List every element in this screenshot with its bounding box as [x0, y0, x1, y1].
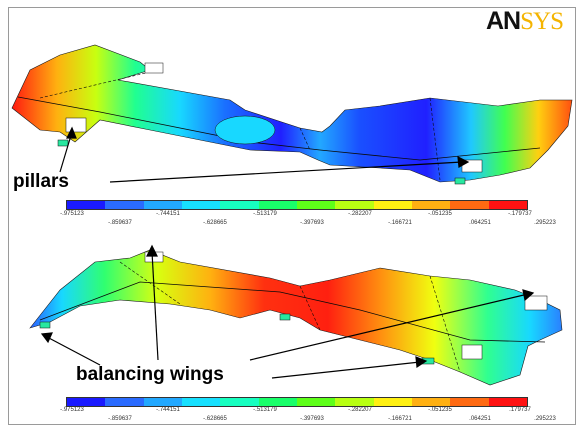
bottom-deformed-plate	[29, 249, 563, 386]
cbarTop-swatch-7	[296, 201, 336, 209]
cbarBot-swatch-9	[373, 398, 412, 406]
top-tick-upper-2: -.744151	[156, 211, 180, 217]
pillars-arrow-right	[109, 161, 463, 183]
cbarTop-swatch-2	[105, 201, 144, 209]
top-colorbar	[66, 200, 528, 210]
top-tick-lower-5: .064251	[469, 220, 491, 226]
pillars-arrowhead-left	[66, 126, 77, 139]
bottom-wing-cutout-right	[524, 295, 548, 311]
bottom-tick-upper-1: -.975123	[60, 407, 84, 413]
top-tick-lower-3: -.397693	[300, 220, 324, 226]
pillars-arrowhead-right	[457, 155, 470, 168]
bottom-tick-lower-6: .295223	[534, 416, 556, 422]
cbarTop-swatch-5	[220, 201, 259, 209]
cbarBot-swatch-7	[296, 398, 336, 406]
cbarBot-swatch-6	[258, 398, 297, 406]
cbarTop-swatch-10	[411, 201, 451, 209]
figure-frame	[8, 7, 576, 425]
cbarBot-swatch-4	[181, 398, 221, 406]
top-tick-upper-4: -.282207	[348, 211, 372, 217]
top-tick-upper-6: -.179737	[508, 211, 532, 217]
cbarBot-swatch-1	[67, 398, 106, 406]
cbarTop-swatch-9	[373, 201, 412, 209]
top-deformed-plate	[11, 44, 573, 185]
wings-arrow-left	[46, 336, 101, 366]
cbarBot-swatch-10	[411, 398, 451, 406]
top-tick-lower-6: .295223	[534, 220, 556, 226]
bottom-colorbar-ticks-lower: -.859637 -.628665 -.397693 -.166721 .064…	[0, 416, 580, 426]
cbarTop-swatch-1	[67, 201, 106, 209]
cbarTop-swatch-6	[258, 201, 297, 209]
top-center-bridge	[214, 115, 276, 145]
bottom-tick-lower-4: -.166721	[388, 416, 412, 422]
bottom-tick-upper-2: -.744151	[156, 407, 180, 413]
bottom-tick-upper-4: -.282207	[348, 407, 372, 413]
top-tick-upper-5: -.051235	[428, 211, 452, 217]
annotation-arrows	[40, 126, 535, 379]
top-pillar-2	[454, 177, 466, 185]
wings-arrow-upper-right	[249, 293, 529, 361]
top-tick-lower-1: -.859637	[108, 220, 132, 226]
bottom-tick-lower-2: -.628665	[203, 416, 227, 422]
bottom-wing-cutout-lower	[461, 344, 483, 360]
top-tick-lower-2: -.628665	[203, 220, 227, 226]
cbarBot-swatch-5	[220, 398, 259, 406]
cbarTop-swatch-8	[335, 201, 374, 209]
top-pillar-1	[57, 139, 69, 147]
bottom-tick-upper-3: -.513179	[253, 407, 277, 413]
cbarBot-swatch-3	[143, 398, 182, 406]
balancing-wings-label: balancing wings	[76, 364, 224, 385]
top-wing-cutout-left	[65, 117, 87, 133]
wings-arrow-up	[151, 251, 159, 361]
pillars-label: pillars	[13, 171, 69, 192]
top-wing-cutout-upper	[144, 62, 164, 74]
cbarTop-swatch-11	[450, 201, 489, 209]
bottom-tick-lower-5: .064251	[469, 416, 491, 422]
bottom-tick-upper-5: -.051235	[428, 407, 452, 413]
top-colorbar-ticks-upper: -.975123 -.744151 -.513179 -.282207 -.05…	[0, 211, 580, 221]
pillars-arrow-left	[59, 131, 73, 173]
cbarBot-swatch-11	[450, 398, 489, 406]
cbarTop-swatch-12	[488, 201, 527, 209]
top-colorbar-ticks-lower: -.859637 -.628665 -.397693 -.166721 .064…	[0, 220, 580, 230]
cbarTop-swatch-3	[143, 201, 182, 209]
cbarBot-swatch-8	[335, 398, 374, 406]
wings-arrowhead-upper-right	[522, 289, 535, 302]
cbarTop-swatch-4	[181, 201, 221, 209]
wings-arrowhead-up	[146, 244, 158, 257]
bottom-colorbar	[66, 397, 528, 407]
top-tick-upper-1: -.975123	[60, 211, 84, 217]
wings-arrow-lower-right	[271, 361, 421, 379]
ansys-logo: ANSYS	[486, 7, 564, 35]
wings-arrowhead-lower-right	[415, 356, 428, 369]
cbarBot-swatch-12	[488, 398, 527, 406]
bottom-wing-tab-left	[39, 321, 51, 329]
top-tick-lower-4: -.166721	[388, 220, 412, 226]
bottom-colorbar-ticks-upper: -.975123 -.744151 -.513179 -.282207 -.05…	[0, 407, 580, 417]
cbarBot-swatch-2	[105, 398, 144, 406]
bottom-tick-lower-3: -.397693	[300, 416, 324, 422]
bottom-center-pad	[279, 313, 291, 321]
bottom-tick-lower-1: -.859637	[108, 416, 132, 422]
bottom-tick-upper-6: .179737	[509, 407, 531, 413]
wings-arrowhead-left	[40, 332, 53, 344]
top-tick-upper-3: -.513179	[253, 211, 277, 217]
